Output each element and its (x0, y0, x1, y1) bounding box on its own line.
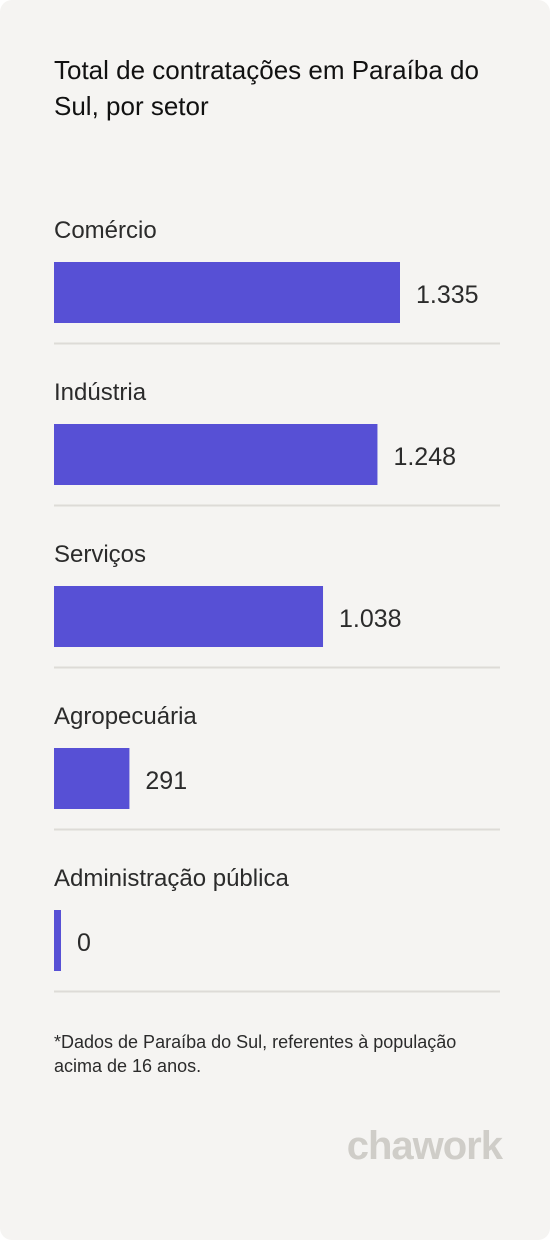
bar (54, 748, 130, 809)
category-label: Administração pública (54, 865, 289, 892)
brand-logo: chawork (346, 1124, 503, 1168)
value-label: 291 (145, 767, 187, 795)
category-label: Comércio (54, 217, 157, 244)
value-label: 1.248 (393, 443, 456, 471)
footnote: *Dados de Paraíba do Sul, referentes à p… (54, 1032, 457, 1076)
bar (54, 910, 61, 971)
value-label: 0 (77, 929, 91, 957)
chart-title: Total de contratações em Paraíba do Sul,… (54, 55, 479, 121)
value-label: 1.335 (416, 281, 479, 309)
bar (54, 586, 324, 647)
value-label: 1.038 (339, 605, 402, 633)
category-label: Serviços (54, 541, 146, 568)
bar (54, 424, 378, 485)
category-label: Indústria (54, 379, 147, 406)
category-label: Agropecuária (54, 703, 197, 730)
bar-chart: Comércio 1.335 Indústria 1.248 Serviços 1.038… (54, 217, 500, 993)
bar (54, 262, 400, 323)
